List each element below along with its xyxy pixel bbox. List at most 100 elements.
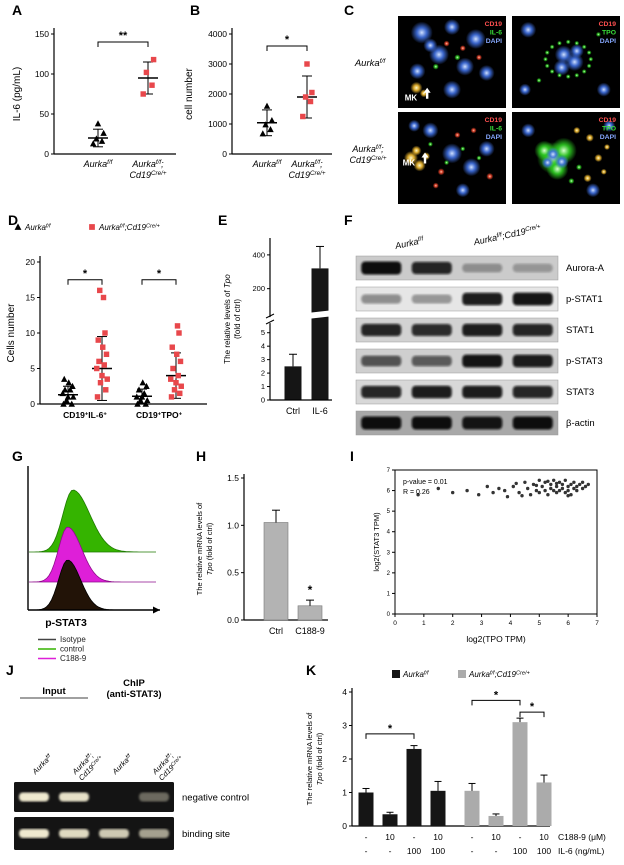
- svg-text:R = 0.26: R = 0.26: [403, 489, 430, 496]
- svg-text:CD19: CD19: [599, 117, 617, 124]
- svg-text:4: 4: [509, 620, 513, 627]
- svg-text:3: 3: [342, 721, 347, 731]
- panel-h-bar-chart: 0.0 0.5 1.0 1.5 Ctrl C188-9 * The relative mRNA…: [195, 473, 328, 636]
- svg-text:Aurkaf/f: Aurkaf/f: [354, 58, 386, 69]
- svg-text:50: 50: [40, 109, 50, 119]
- panel-f-western-blot: Aurkaf/f Aurkaf/f;Cd19Cre/+ Aurora-A p-STAT…: [355, 223, 605, 436]
- panel-c-microscopy-images: CD19IL-6DAPIMKCD19TPODAPICD19IL-6DAPIMKC…: [349, 16, 620, 204]
- panel-j-label: J: [6, 662, 14, 678]
- svg-text:STAT1: STAT1: [566, 325, 594, 336]
- svg-text:Tpo (fold of ctrl): Tpo (fold of ctrl): [205, 522, 214, 575]
- svg-text:1: 1: [387, 591, 391, 597]
- svg-text:MK: MK: [403, 158, 416, 167]
- svg-text:TPO: TPO: [602, 126, 616, 133]
- svg-text:binding site: binding site: [182, 829, 230, 840]
- svg-text:CD19: CD19: [485, 21, 503, 28]
- panel-c-label: C: [344, 2, 355, 18]
- svg-text:-: -: [471, 846, 474, 856]
- svg-text:4000: 4000: [208, 29, 227, 39]
- svg-text:*: *: [388, 723, 393, 735]
- svg-text:0: 0: [30, 399, 35, 409]
- svg-text:2000: 2000: [208, 89, 227, 99]
- svg-text:-: -: [495, 846, 498, 856]
- svg-text:*: *: [83, 268, 88, 280]
- panel-e-label: E: [218, 212, 228, 228]
- svg-text:5: 5: [387, 509, 391, 515]
- svg-text:2: 2: [342, 754, 347, 764]
- panel-g-label: G: [12, 448, 23, 464]
- panel-k-label: K: [306, 662, 317, 678]
- svg-text:Tpo (fold of ctrl): Tpo (fold of ctrl): [315, 732, 324, 785]
- svg-text:20: 20: [26, 257, 36, 267]
- svg-text:Cd19Cre/+: Cd19Cre/+: [349, 155, 386, 165]
- svg-text:2: 2: [261, 369, 265, 378]
- svg-text:-: -: [471, 832, 474, 842]
- svg-text:CD19: CD19: [599, 21, 617, 28]
- svg-text:*: *: [494, 689, 499, 701]
- svg-text:1: 1: [422, 620, 426, 627]
- svg-text:4: 4: [342, 687, 347, 697]
- svg-text:10: 10: [26, 328, 36, 338]
- svg-text:Aurkaf/f: Aurkaf/f: [83, 159, 114, 169]
- svg-text:Aurkaf/f;Cd19Cre/+: Aurkaf/f;Cd19Cre/+: [468, 670, 531, 679]
- svg-text:0: 0: [261, 396, 265, 405]
- svg-text:-: -: [413, 832, 416, 842]
- svg-text:Aurkaf/f: Aurkaf/f: [30, 752, 54, 776]
- svg-text:CD19: CD19: [485, 117, 503, 124]
- panel-i-label: I: [350, 448, 354, 464]
- svg-text:control: control: [60, 645, 84, 654]
- svg-text:STAT3: STAT3: [566, 387, 594, 398]
- svg-text:10: 10: [539, 832, 549, 842]
- svg-text:Aurkaf/f: Aurkaf/f: [393, 235, 425, 251]
- svg-text:IL-6 (ng/mL): IL-6 (ng/mL): [558, 846, 604, 856]
- svg-text:2: 2: [387, 571, 391, 577]
- svg-text:The relative mRNA levels of: The relative mRNA levels of: [305, 712, 314, 805]
- svg-text:ChIP: ChIP: [123, 678, 145, 689]
- svg-text:200: 200: [252, 284, 265, 293]
- svg-text:(anti-STAT3): (anti-STAT3): [106, 689, 161, 700]
- svg-text:0: 0: [393, 620, 397, 627]
- svg-text:Aurkaf/f: Aurkaf/f: [110, 752, 134, 776]
- panel-a-label: A: [12, 2, 23, 18]
- svg-text:5: 5: [261, 328, 265, 337]
- svg-text:-: -: [365, 832, 368, 842]
- svg-text:DAPI: DAPI: [486, 134, 502, 141]
- panel-h-label: H: [196, 448, 207, 464]
- svg-text:3000: 3000: [208, 59, 227, 69]
- svg-text:-: -: [365, 846, 368, 856]
- svg-text:Aurkaf/f;: Aurkaf/f;: [131, 159, 164, 169]
- svg-text:0: 0: [387, 612, 391, 618]
- svg-text:Cd19Cre/+: Cd19Cre/+: [129, 170, 166, 180]
- panel-d-label: D: [8, 212, 19, 228]
- svg-text:Aurkaf/f: Aurkaf/f: [252, 159, 283, 169]
- panel-d-scatter-chart: Aurkaf/f Aurkaf/f;Cd19Cre/+ 0 5 10 15 20 Cells …: [6, 223, 207, 420]
- svg-text:Cd19Cre/+: Cd19Cre/+: [288, 170, 325, 180]
- svg-text:cell number: cell number: [184, 67, 195, 119]
- panel-a-scatter-chart: 0 50 100 150 IL-6 (pg/mL) Aurkaf/f Aurkaf/f;Cd…: [12, 28, 176, 180]
- svg-text:3: 3: [261, 355, 265, 364]
- svg-text:1: 1: [261, 382, 265, 391]
- svg-text:400: 400: [252, 250, 265, 259]
- svg-text:100: 100: [407, 846, 421, 856]
- svg-text:4: 4: [261, 342, 265, 351]
- svg-text:Isotype: Isotype: [60, 635, 86, 644]
- svg-text:p-value = 0.01: p-value = 0.01: [403, 479, 448, 486]
- svg-text:DAPI: DAPI: [600, 134, 616, 141]
- svg-text:150: 150: [35, 29, 49, 39]
- svg-text:p-STAT3: p-STAT3: [45, 617, 87, 629]
- panel-k-grouped-bar-chart: 0 1 2 3 4 * * * - 10 - 10 - 10 - 10 C188-9 (μM) - - 100 100 -…: [305, 670, 606, 856]
- panel-b-label: B: [190, 2, 201, 18]
- svg-text:3: 3: [387, 550, 391, 556]
- svg-text:**: **: [119, 30, 128, 42]
- svg-text:0.5: 0.5: [227, 568, 239, 578]
- svg-text:Aurkaf/f: Aurkaf/f: [402, 670, 430, 679]
- panel-i-correlation-scatter: 0 1 2 3 4 5 6 7 0 1 2 3 4 5 6 7 p-value = 0.01 R = 0.26 lo…: [372, 468, 599, 644]
- svg-text:5: 5: [30, 364, 35, 374]
- svg-text:5: 5: [537, 620, 541, 627]
- svg-text:p-STAT3: p-STAT3: [566, 356, 603, 367]
- svg-text:0: 0: [342, 821, 347, 831]
- svg-text:p-STAT1: p-STAT1: [566, 294, 603, 305]
- svg-text:2: 2: [451, 620, 455, 627]
